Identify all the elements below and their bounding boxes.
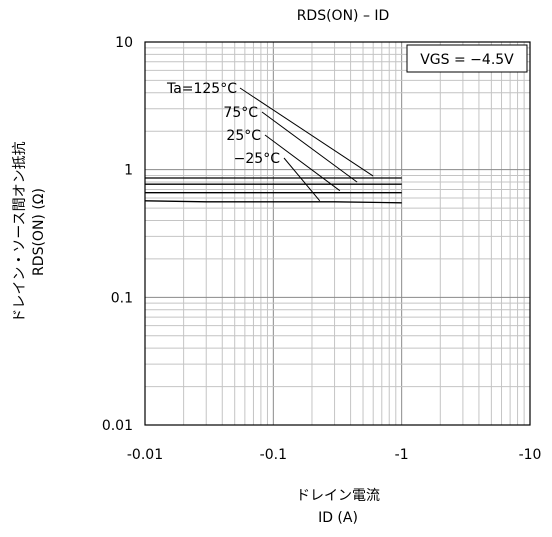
plot-frame <box>144 41 531 426</box>
x-tick-label: -10 <box>519 447 542 463</box>
condition-label: VGS = −4.5V <box>420 52 514 68</box>
y-tick-label: 0.1 <box>111 290 133 306</box>
x-tick-label: -0.01 <box>127 447 163 463</box>
series-lines <box>144 177 402 204</box>
x-axis-sublabel: ID (A) <box>318 510 358 526</box>
leader-line-3 <box>264 134 341 192</box>
series-label-125c: Ta=125°C <box>166 81 237 97</box>
x-axis-label: ドレイン電流 <box>296 488 380 504</box>
series-line-4 <box>144 200 402 204</box>
annotation-leaders <box>239 87 374 202</box>
y-tick-label: 10 <box>115 35 133 51</box>
leader-line-4 <box>283 157 321 202</box>
series-label-minus25c: −25°C <box>234 151 281 167</box>
series-label-75c: 75°C <box>223 105 258 121</box>
x-tick-label: -0.1 <box>260 447 287 463</box>
chart-title: RDS(ON) – ID <box>297 8 390 24</box>
y-axis-label: ドレイン・ソース間オン抵抗 <box>12 141 28 322</box>
leader-line-2 <box>261 111 358 183</box>
condition-box <box>406 44 528 73</box>
leader-line-1 <box>239 87 374 177</box>
y-tick-label: 0.01 <box>102 418 133 434</box>
y-tick-label: 1 <box>124 163 133 179</box>
series-label-25c: 25°C <box>226 128 261 144</box>
x-tick-label: -1 <box>395 447 409 463</box>
y-axis-sublabel: RDS(ON) (Ω) <box>31 188 47 276</box>
tick-labels: -0.01 -0.1 -1 -10 10 1 0.1 0.01 <box>102 35 542 463</box>
grid <box>144 42 530 426</box>
